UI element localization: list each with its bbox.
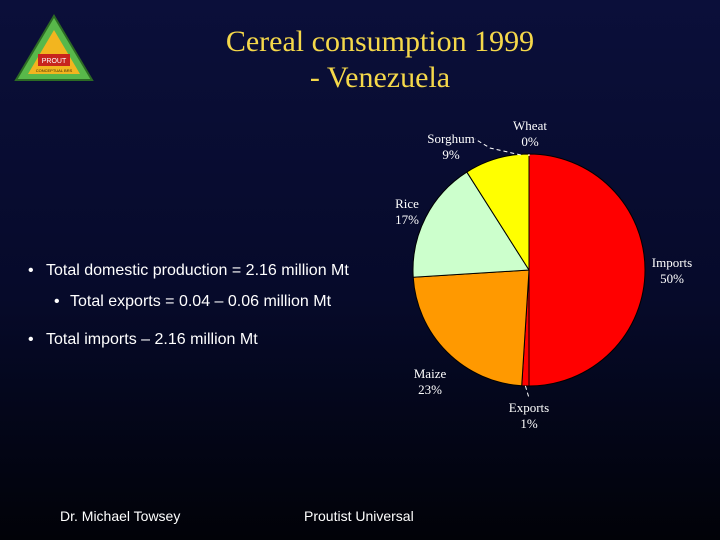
slice-value-wheat: 0% [521, 134, 539, 149]
slice-value-rice: 17% [395, 212, 419, 227]
logo-panel [38, 54, 70, 66]
bullet-production: • Total domestic production = 2.16 milli… [28, 262, 349, 280]
prout-logo: PROUT CONCEPTUAL BRS [14, 14, 94, 84]
bullet-marker: • [54, 293, 60, 310]
slide-title-line1: Cereal consumption 1999 [225, 25, 535, 58]
slice-label-maize: Maize [414, 366, 447, 381]
pie-slice-imports [528, 153, 646, 387]
slice-label-imports: Imports [652, 255, 692, 270]
slice-label-rice: Rice [395, 196, 419, 211]
footer-author: Dr. Michael Towsey [60, 508, 181, 524]
slice-label-wheat: Wheat [513, 118, 547, 133]
logo-text-bottom: CONCEPTUAL BRS [36, 68, 73, 73]
logo-text-top: PROUT [42, 58, 67, 65]
bullet-production-text: Total domestic production = 2.16 million… [46, 262, 349, 279]
bullet-list: • Total domestic production = 2.16 milli… [28, 262, 349, 362]
leader-line-exports [524, 385, 530, 399]
slice-value-exports: 1% [520, 416, 538, 431]
slide-title: Cereal consumption 1999 - Venezuela [150, 24, 610, 96]
slice-value-maize: 23% [418, 382, 442, 397]
bullet-exports: • Total exports = 0.04 – 0.06 million Mt [54, 293, 349, 311]
slice-label-exports: Exports [509, 400, 549, 415]
bullet-marker: • [28, 331, 34, 348]
leader-line-sorghum [474, 138, 522, 156]
slice-value-imports: 50% [660, 271, 684, 286]
slice-label-sorghum: Sorghum [427, 131, 474, 146]
pie-slice-maize [412, 269, 530, 387]
bullet-imports: • Total imports – 2.16 million Mt [28, 331, 349, 349]
bullet-marker: • [28, 262, 34, 279]
slide-title-line2: - Venezuela [309, 61, 451, 94]
footer-organization: Proutist Universal [304, 508, 414, 524]
pie-slice-rice [412, 171, 530, 278]
slice-value-sorghum: 9% [442, 147, 460, 162]
bullet-imports-text: Total imports – 2.16 million Mt [46, 331, 258, 348]
bullet-exports-text: Total exports = 0.04 – 0.06 million Mt [70, 293, 332, 310]
